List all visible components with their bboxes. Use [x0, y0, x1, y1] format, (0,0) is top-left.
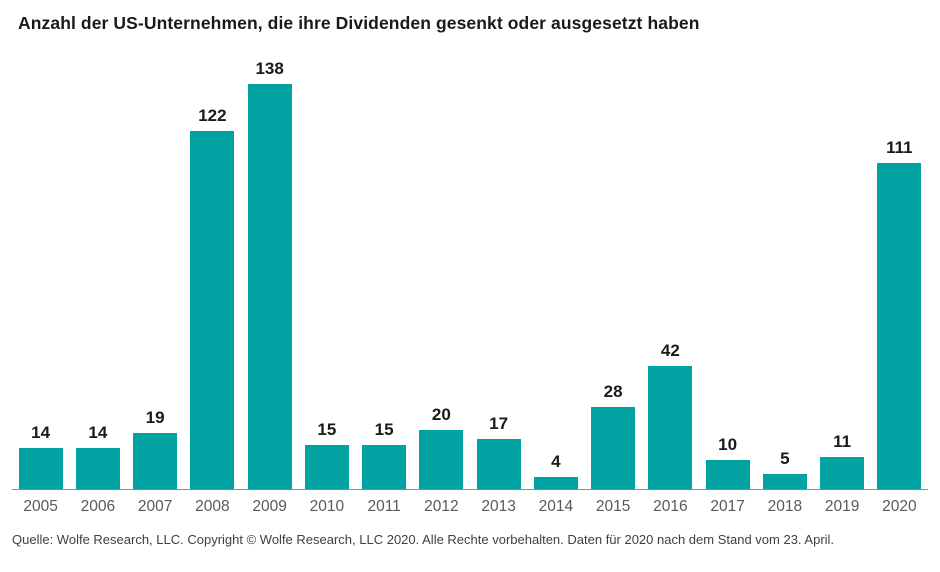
x-axis-tick-label: 2009: [252, 498, 287, 515]
bar-value-label: 111: [886, 138, 913, 157]
bar-group: 28: [585, 382, 642, 489]
bar: [820, 457, 865, 489]
x-axis-tick-label: 2008: [195, 498, 230, 515]
bar: [533, 477, 578, 489]
bar-group: 122: [184, 106, 241, 489]
x-axis-tick-label: 2014: [538, 498, 574, 515]
x-axis-tick-label: 2005: [23, 498, 58, 515]
bar: [648, 366, 693, 489]
plot-area: 14 14 19 122 138 15 15 20 17 4 28 42 10 5 11 111: [12, 44, 928, 490]
x-axis-tick-label: 2013: [481, 498, 516, 515]
bar-value-label: 10: [718, 435, 738, 454]
bar-group: 11: [814, 432, 871, 489]
bar-group: 111: [871, 138, 928, 489]
x-axis-tick-label: 2020: [882, 498, 917, 515]
bar: [133, 433, 178, 489]
bar: [476, 439, 521, 489]
chart-title: Anzahl der US-Unternehmen, die ihre Divi…: [18, 13, 700, 33]
bar-group: 14: [12, 423, 69, 489]
bar-group: 17: [470, 414, 527, 489]
bar-value-label: 122: [198, 106, 227, 125]
x-axis-tick-label: 2019: [824, 498, 860, 515]
source-note: Quelle: Wolfe Research, LLC. Copyright ©…: [12, 532, 835, 547]
bar-value-label: 19: [145, 408, 165, 427]
bar-group: 42: [642, 341, 699, 489]
bar-value-label: 4: [551, 452, 561, 471]
bar: [762, 474, 807, 489]
bar-group: 20: [413, 405, 470, 489]
bar-value-label: 138: [255, 59, 284, 78]
bar-group: 14: [69, 423, 126, 489]
x-axis-tick-label: 2015: [595, 498, 631, 515]
bar-value-label: 14: [31, 423, 51, 442]
bar: [304, 445, 349, 489]
bar-group: 15: [298, 420, 355, 489]
bar: [18, 448, 63, 489]
x-axis-tick-label: 2011: [367, 498, 401, 515]
x-axis-labels: 2005 2006 2007 2008 2009 2010 2011 2012 2013 2014…: [12, 498, 928, 516]
bar: [591, 407, 636, 489]
x-axis-tick-label: 2018: [767, 498, 803, 515]
bar-group: 138: [241, 59, 298, 489]
bar-value-label: 14: [88, 423, 108, 442]
bar-group: 15: [356, 420, 413, 489]
bar: [75, 448, 120, 489]
bar: [419, 430, 464, 489]
bar-group: 4: [527, 452, 584, 489]
bar: [877, 163, 922, 489]
x-axis-tick-label: 2010: [309, 498, 345, 515]
bar-value-label: 11: [833, 432, 852, 451]
bar-value-label: 15: [374, 420, 394, 439]
bar-chart: 14 14 19 122 138 15 15 20 17 4 28 42 10 5 11 111 2005 20…: [0, 44, 940, 516]
bar-value-label: 17: [489, 414, 509, 433]
x-axis-tick-label: 2016: [653, 498, 688, 515]
bar: [362, 445, 407, 489]
bar-value-label: 5: [780, 449, 790, 468]
bar-value-label: 20: [431, 405, 451, 424]
x-axis-tick-label: 2006: [80, 498, 116, 515]
bar: [190, 131, 235, 489]
x-axis-tick-label: 2017: [710, 498, 745, 515]
x-axis-tick-label: 2012: [424, 498, 459, 515]
bar-value-label: 15: [317, 420, 337, 439]
x-axis-tick-label: 2007: [137, 498, 173, 515]
bar-value-label: 42: [660, 341, 680, 360]
bar-value-label: 28: [603, 382, 623, 401]
bar-group: 5: [756, 449, 813, 489]
bar-group: 10: [699, 435, 756, 489]
bar-group: 19: [127, 408, 184, 489]
bar: [705, 460, 750, 489]
bar: [247, 84, 292, 489]
